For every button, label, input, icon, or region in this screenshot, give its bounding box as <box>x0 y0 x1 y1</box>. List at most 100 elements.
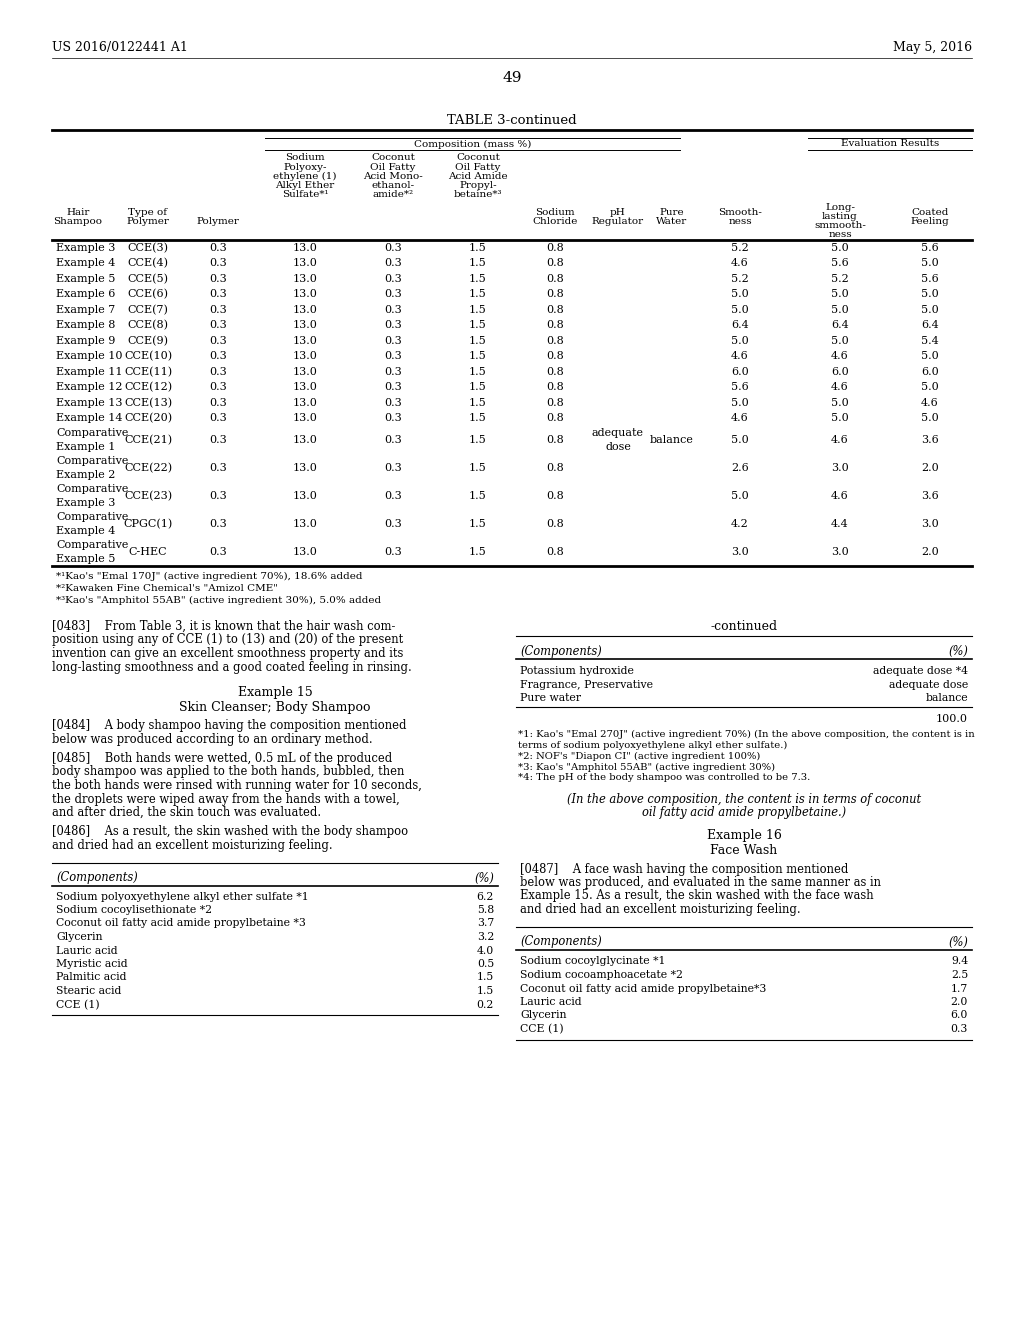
Text: CPGC(1): CPGC(1) <box>123 519 173 529</box>
Text: terms of sodium polyoxyethylene alkyl ether sulfate.): terms of sodium polyoxyethylene alkyl et… <box>518 741 787 750</box>
Text: Coconut: Coconut <box>456 153 500 161</box>
Text: 3.7: 3.7 <box>477 919 494 928</box>
Text: position using any of CCE (1) to (13) and (20) of the present: position using any of CCE (1) to (13) an… <box>52 634 403 647</box>
Text: Feeling: Feeling <box>910 216 949 226</box>
Text: Coconut oil fatty acid amide propylbetaine *3: Coconut oil fatty acid amide propylbetai… <box>56 919 306 928</box>
Text: 4.4: 4.4 <box>831 519 849 529</box>
Text: 0.3: 0.3 <box>384 273 401 284</box>
Text: 0.3: 0.3 <box>384 259 401 268</box>
Text: 4.6: 4.6 <box>731 413 749 424</box>
Text: 0.3: 0.3 <box>209 243 227 252</box>
Text: 6.2: 6.2 <box>476 891 494 902</box>
Text: Example 15. As a result, the skin washed with the face wash: Example 15. As a result, the skin washed… <box>520 890 873 903</box>
Text: 13.0: 13.0 <box>293 243 317 252</box>
Text: Oil Fatty: Oil Fatty <box>456 162 501 172</box>
Text: 0.3: 0.3 <box>209 397 227 408</box>
Text: 5.0: 5.0 <box>731 491 749 502</box>
Text: ness: ness <box>828 230 852 239</box>
Text: invention can give an excellent smoothness property and its: invention can give an excellent smoothne… <box>52 647 403 660</box>
Text: Long-: Long- <box>825 203 855 213</box>
Text: [0486]    As a result, the skin washed with the body shampoo: [0486] As a result, the skin washed with… <box>52 825 409 838</box>
Text: 0.3: 0.3 <box>384 463 401 473</box>
Text: 0.3: 0.3 <box>384 321 401 330</box>
Text: (Components): (Components) <box>520 645 602 657</box>
Text: (In the above composition, the content is in terms of coconut: (In the above composition, the content i… <box>567 792 921 805</box>
Text: 6.0: 6.0 <box>731 367 749 376</box>
Text: Oil Fatty: Oil Fatty <box>371 162 416 172</box>
Text: *³Kao's "Amphitol 55AB" (active ingredient 30%), 5.0% added: *³Kao's "Amphitol 55AB" (active ingredie… <box>56 597 381 605</box>
Text: below was produced according to an ordinary method.: below was produced according to an ordin… <box>52 733 373 746</box>
Text: the both hands were rinsed with running water for 10 seconds,: the both hands were rinsed with running … <box>52 779 422 792</box>
Text: 1.5: 1.5 <box>469 367 486 376</box>
Text: 5.0: 5.0 <box>831 413 849 424</box>
Text: Potassium hydroxide: Potassium hydroxide <box>520 667 634 676</box>
Text: Example 12: Example 12 <box>56 383 123 392</box>
Text: and dried had an excellent moisturizing feeling.: and dried had an excellent moisturizing … <box>52 840 333 851</box>
Text: 2.0: 2.0 <box>922 463 939 473</box>
Text: 13.0: 13.0 <box>293 383 317 392</box>
Text: and dried had an excellent moisturizing feeling.: and dried had an excellent moisturizing … <box>520 903 801 916</box>
Text: [0483]    From Table 3, it is known that the hair wash com-: [0483] From Table 3, it is known that th… <box>52 620 395 634</box>
Text: -continued: -continued <box>711 620 777 634</box>
Text: Pure water: Pure water <box>520 693 581 704</box>
Text: 5.0: 5.0 <box>922 413 939 424</box>
Text: Example 8: Example 8 <box>56 321 116 330</box>
Text: 0.3: 0.3 <box>384 243 401 252</box>
Text: 1.5: 1.5 <box>469 335 486 346</box>
Text: CCE(21): CCE(21) <box>124 434 172 445</box>
Text: Glycerin: Glycerin <box>56 932 102 942</box>
Text: 1.5: 1.5 <box>469 519 486 529</box>
Text: balance: balance <box>650 436 694 445</box>
Text: 1.5: 1.5 <box>469 305 486 314</box>
Text: Pure: Pure <box>659 209 684 216</box>
Text: 0.3: 0.3 <box>209 259 227 268</box>
Text: adequate dose: adequate dose <box>889 680 968 689</box>
Text: 5.2: 5.2 <box>731 273 749 284</box>
Text: 5.6: 5.6 <box>731 383 749 392</box>
Text: 0.3: 0.3 <box>384 305 401 314</box>
Text: Example 3: Example 3 <box>56 243 116 252</box>
Text: 0.3: 0.3 <box>209 519 227 529</box>
Text: *¹Kao's "Emal 170J" (active ingredient 70%), 18.6% added: *¹Kao's "Emal 170J" (active ingredient 7… <box>56 572 362 581</box>
Text: 6.4: 6.4 <box>831 321 849 330</box>
Text: 3.0: 3.0 <box>831 546 849 557</box>
Text: 3.0: 3.0 <box>831 463 849 473</box>
Text: 0.8: 0.8 <box>546 305 564 314</box>
Text: [0487]    A face wash having the composition mentioned: [0487] A face wash having the compositio… <box>520 862 848 875</box>
Text: CCE(3): CCE(3) <box>128 243 169 253</box>
Text: 5.0: 5.0 <box>922 305 939 314</box>
Text: 0.8: 0.8 <box>546 289 564 300</box>
Text: Example 9: Example 9 <box>56 335 116 346</box>
Text: adequate: adequate <box>592 428 644 438</box>
Text: Propyl-: Propyl- <box>459 181 497 190</box>
Text: Type of: Type of <box>128 209 168 216</box>
Text: 0.3: 0.3 <box>209 367 227 376</box>
Text: (Components): (Components) <box>520 936 602 949</box>
Text: ethylene (1): ethylene (1) <box>273 172 337 181</box>
Text: 5.0: 5.0 <box>831 289 849 300</box>
Text: *3: Kao's "Amphitol 55AB" (active ingredient 30%): *3: Kao's "Amphitol 55AB" (active ingred… <box>518 763 775 772</box>
Text: 2.0: 2.0 <box>922 546 939 557</box>
Text: 0.3: 0.3 <box>209 413 227 424</box>
Text: Coconut: Coconut <box>371 153 415 161</box>
Text: CCE(5): CCE(5) <box>128 273 169 284</box>
Text: Example 4: Example 4 <box>56 259 116 268</box>
Text: 0.3: 0.3 <box>209 383 227 392</box>
Text: 0.3: 0.3 <box>384 519 401 529</box>
Text: 0.3: 0.3 <box>384 383 401 392</box>
Text: Fragrance, Preservative: Fragrance, Preservative <box>520 680 653 689</box>
Text: 0.3: 0.3 <box>384 436 401 445</box>
Text: Polymer: Polymer <box>127 216 169 226</box>
Text: CCE(23): CCE(23) <box>124 491 172 502</box>
Text: Hair: Hair <box>67 209 90 216</box>
Text: TABLE 3-continued: TABLE 3-continued <box>447 114 577 127</box>
Text: 1.5: 1.5 <box>477 986 494 997</box>
Text: CCE(13): CCE(13) <box>124 397 172 408</box>
Text: 5.0: 5.0 <box>922 289 939 300</box>
Text: 0.8: 0.8 <box>546 321 564 330</box>
Text: Smooth-: Smooth- <box>718 209 762 216</box>
Text: Comparative: Comparative <box>56 428 128 438</box>
Text: 1.7: 1.7 <box>950 983 968 994</box>
Text: Example 14: Example 14 <box>56 413 123 424</box>
Text: [0485]    Both hands were wetted, 0.5 mL of the produced: [0485] Both hands were wetted, 0.5 mL of… <box>52 752 392 766</box>
